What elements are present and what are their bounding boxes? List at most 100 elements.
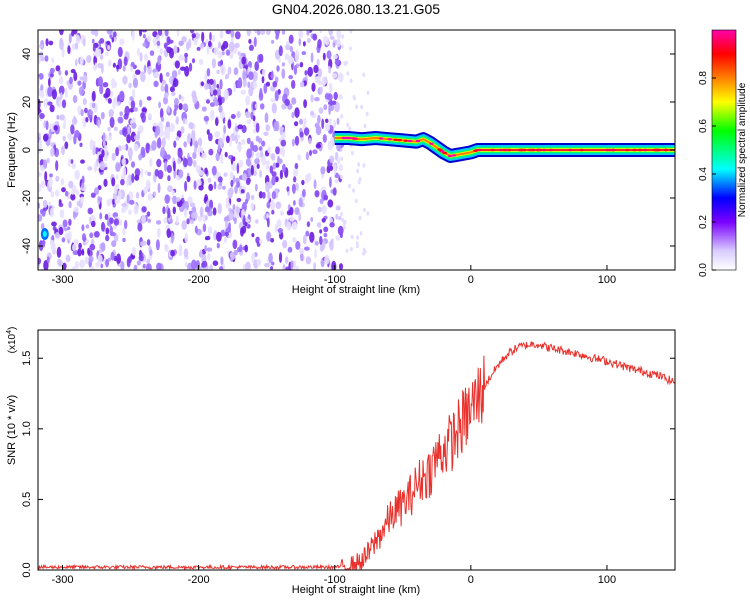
noise-cell [38, 214, 43, 222]
noise-cell [294, 107, 300, 118]
noise-cell [213, 47, 219, 56]
noise-cell [106, 40, 111, 45]
snr-series-line [38, 341, 675, 570]
noise-cell [248, 44, 254, 52]
noise-cell [237, 124, 243, 130]
noise-cell [169, 47, 174, 59]
colorbar-tick-label: 0.0 [698, 263, 709, 277]
noise-cell [311, 82, 316, 92]
noise-cell [253, 170, 257, 176]
noise-cell [336, 156, 340, 165]
noise-cell [265, 81, 271, 87]
noise-cell [362, 163, 366, 168]
noise-cell [138, 30, 143, 37]
noise-cell [173, 140, 177, 148]
noise-cell [164, 30, 169, 37]
noise-cell [354, 198, 358, 204]
noise-cell [216, 84, 219, 89]
noise-cell [340, 174, 343, 180]
noise-cell [358, 177, 362, 182]
colorbar-scale [711, 29, 737, 271]
noise-cell [281, 62, 285, 67]
noise-cell [103, 153, 108, 162]
noise-cell [322, 134, 327, 143]
noise-cell [223, 172, 228, 177]
noise-cell [221, 96, 225, 104]
noise-cell [245, 178, 251, 186]
noise-cell [93, 216, 96, 222]
noise-cell [181, 96, 185, 102]
noise-cell [72, 250, 79, 256]
noise-cell [236, 144, 242, 151]
noise-cell [133, 107, 139, 112]
noise-cell [176, 197, 181, 202]
noise-cell [266, 216, 270, 228]
noise-cell [78, 242, 82, 250]
noise-cell [135, 192, 140, 199]
noise-cell [206, 247, 213, 252]
noise-cell [107, 257, 112, 262]
noise-cell [345, 248, 349, 254]
noise-cell [294, 207, 300, 215]
noise-cell [156, 220, 162, 225]
noise-cell [271, 39, 275, 44]
noise-cell [157, 182, 161, 194]
noise-cell [225, 201, 231, 209]
noise-cell [313, 64, 319, 74]
noise-cell [172, 195, 177, 205]
noise-cell [235, 206, 241, 214]
noise-cell [160, 116, 165, 122]
noise-cell [84, 107, 88, 114]
noise-cell [325, 118, 329, 124]
noise-cell [83, 74, 88, 84]
noise-cell [61, 145, 65, 155]
noise-cell [75, 34, 81, 45]
noise-cell [38, 55, 41, 65]
noise-cell [337, 225, 344, 236]
noise-cell [72, 43, 76, 51]
noise-cell [173, 108, 177, 116]
noise-cell [314, 97, 320, 102]
noise-cell [43, 159, 48, 169]
noise-cell [134, 265, 138, 270]
noise-cell [146, 35, 152, 42]
noise-cell [161, 32, 165, 37]
noise-cell [92, 45, 96, 52]
noise-cell [184, 180, 188, 192]
ridge-peak [403, 139, 408, 142]
noise-cell [227, 119, 232, 129]
noise-cell [211, 34, 216, 43]
noise-cell [254, 103, 258, 109]
noise-cell [275, 146, 280, 155]
noise-cell [178, 40, 184, 46]
ridge-peak [393, 138, 398, 141]
noise-cell [252, 115, 256, 122]
noise-cell [224, 151, 228, 158]
noise-cell [219, 266, 224, 270]
noise-cell [64, 87, 68, 99]
noise-cell [186, 218, 190, 225]
noise-cell [163, 42, 168, 49]
noise-cell [200, 81, 205, 87]
noise-cell [158, 101, 162, 109]
y-tick-label: 20 [21, 96, 33, 108]
noise-cell [204, 244, 208, 253]
noise-cell [258, 53, 264, 63]
noise-cell [214, 131, 220, 138]
noise-cell [291, 79, 296, 89]
noise-cell [94, 187, 99, 196]
noise-cell [55, 160, 59, 172]
noise-cell [89, 243, 96, 251]
noise-cell [275, 162, 280, 168]
noise-cell [77, 80, 82, 86]
noise-cell [44, 171, 48, 182]
noise-cell [204, 83, 210, 90]
ridge-peak [415, 139, 421, 143]
noise-cell [56, 115, 60, 120]
noise-cell [326, 50, 332, 60]
snr-y-axis: 0.0 0.5 1.0 1.5 [21, 351, 675, 578]
noise-cell [305, 151, 309, 161]
noise-cell [40, 180, 46, 188]
noise-cell [292, 221, 298, 230]
noise-cell [101, 149, 105, 158]
